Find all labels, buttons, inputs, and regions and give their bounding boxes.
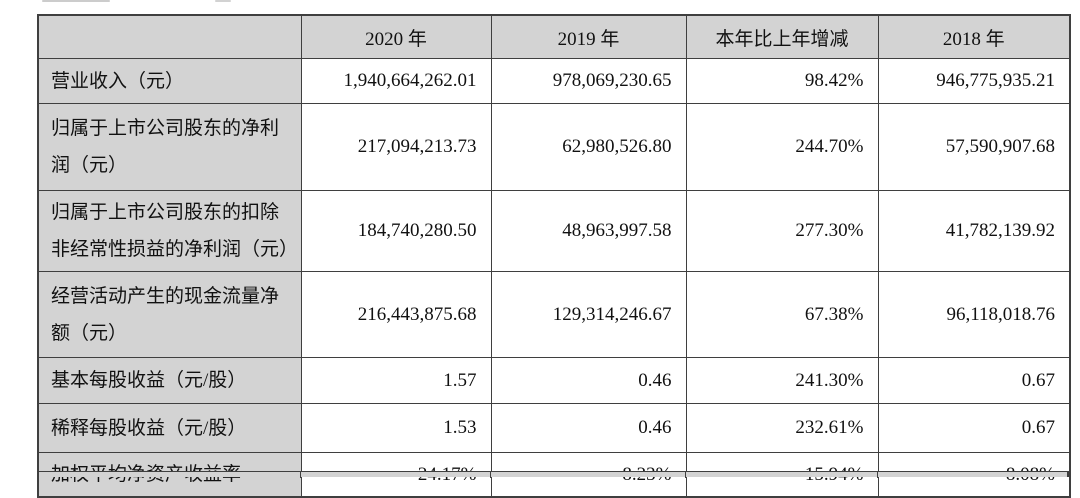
value-2020: 216,443,875.68: [300, 271, 492, 358]
next-row-partial: [37, 471, 1069, 478]
table-row-net-profit: 归属于上市公司股东的净利润（元） 217,094,213.73 62,980,5…: [37, 103, 1071, 191]
header-2019: 2019 年: [490, 14, 687, 59]
value-yoy: 277.30%: [685, 190, 879, 272]
value-2020: 217,094,213.73: [300, 103, 492, 191]
column-divider-stub: [300, 472, 301, 478]
header-2020: 2020 年: [300, 14, 492, 59]
value-2020: 184,740,280.50: [300, 190, 492, 272]
value-2019: 978,069,230.65: [490, 58, 687, 104]
table-row-basic-eps: 基本每股收益（元/股） 1.57 0.46 241.30% 0.67: [37, 357, 1071, 404]
value-yoy: 241.30%: [685, 357, 879, 404]
column-divider-stub: [685, 472, 686, 478]
value-yoy: 232.61%: [685, 403, 879, 453]
value-2018: 96,118,018.76: [877, 271, 1071, 358]
value-yoy: 67.38%: [685, 271, 879, 358]
table-row-diluted-eps: 稀释每股收益（元/股） 1.53 0.46 232.61% 0.67: [37, 403, 1071, 453]
value-2020: 1.57: [300, 357, 492, 404]
value-2019: 0.46: [490, 357, 687, 404]
value-2020: 1.53: [300, 403, 492, 453]
value-yoy: 98.42%: [685, 58, 879, 104]
column-divider-stub: [490, 472, 491, 478]
header-yoy-change: 本年比上年增减: [685, 14, 879, 59]
value-2018: 0.67: [877, 357, 1071, 404]
row-label: 经营活动产生的现金流量净额（元）: [37, 271, 302, 358]
value-yoy: 244.70%: [685, 103, 879, 191]
value-2020: 1,940,664,262.01: [300, 58, 492, 104]
header-2018: 2018 年: [877, 14, 1071, 59]
value-2018: 57,590,907.68: [877, 103, 1071, 191]
table-row-revenue: 营业收入（元） 1,940,664,262.01 978,069,230.65 …: [37, 58, 1071, 104]
value-2018: 0.67: [877, 403, 1071, 453]
row-label: 归属于上市公司股东的扣除非经常性损益的净利润（元）: [37, 190, 302, 272]
value-2019: 129,314,246.67: [490, 271, 687, 358]
value-2018: 946,775,935.21: [877, 58, 1071, 104]
value-2019: 0.46: [490, 403, 687, 453]
row-label: 基本每股收益（元/股）: [37, 357, 302, 404]
financial-summary-table: 2020 年 2019 年 本年比上年增减 2018 年 营业收入（元） 1,9…: [37, 14, 1071, 498]
row-label: 稀释每股收益（元/股）: [37, 403, 302, 453]
row-label: 营业收入（元）: [37, 58, 302, 104]
row-label: 归属于上市公司股东的净利润（元）: [37, 103, 302, 191]
value-2019: 62,980,526.80: [490, 103, 687, 191]
table-row-net-profit-excl-nonrecurring: 归属于上市公司股东的扣除非经常性损益的净利润（元） 184,740,280.50…: [37, 190, 1071, 272]
table-row-operating-cash-flow: 经营活动产生的现金流量净额（元） 216,443,875.68 129,314,…: [37, 271, 1071, 358]
header-blank-cell: [37, 14, 302, 59]
column-divider-stub: [877, 472, 878, 478]
cropped-text-artifact: [42, 0, 110, 2]
table-header-row: 2020 年 2019 年 本年比上年增减 2018 年: [37, 14, 1071, 59]
cropped-text-artifact: [215, 0, 231, 2]
value-2019: 48,963,997.58: [490, 190, 687, 272]
value-2018: 41,782,139.92: [877, 190, 1071, 272]
